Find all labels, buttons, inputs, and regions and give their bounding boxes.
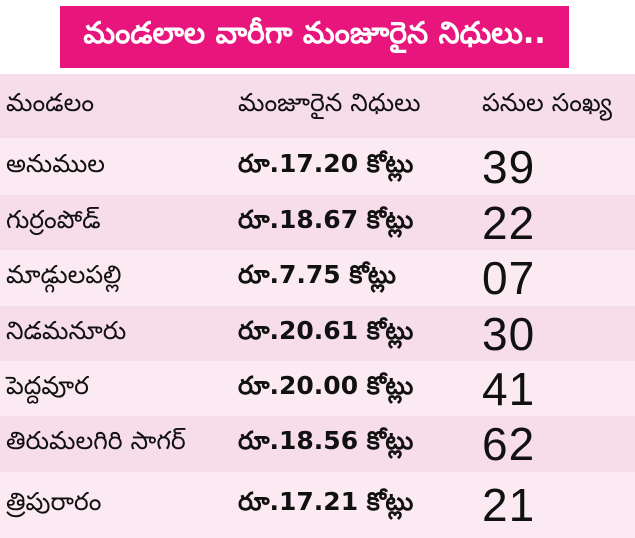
funds-amount: రూ.17.21 కోట్లు bbox=[238, 487, 414, 516]
funds-amount: రూ.17.20 కోట్లు bbox=[238, 148, 414, 178]
mandal-name: తిరుమలగిరి సాగర్ bbox=[6, 426, 186, 455]
header-mandal: మండలం bbox=[6, 88, 95, 117]
mandal-name: మాడ్గులపల్లి bbox=[6, 260, 122, 289]
works-count: 30 bbox=[482, 307, 536, 360]
mandal-name: గుర్రంపోడ్ bbox=[6, 204, 101, 234]
table-row: మాడ్గులపల్లి రూ.7.75 కోట్లు 07 bbox=[0, 250, 635, 306]
table-row: నిడమనూరు రూ.20.61 కోట్లు 30 bbox=[0, 306, 635, 361]
mandal-name: నిడమనూరు bbox=[6, 315, 127, 345]
header-works: పనుల సంఖ్య bbox=[482, 88, 612, 117]
table-header-row: మండలం మంజూరైన నిధులు పనుల సంఖ్య bbox=[0, 74, 635, 138]
works-count: 41 bbox=[482, 362, 536, 415]
funds-amount: రూ.18.56 కోట్లు bbox=[238, 426, 414, 455]
works-count: 22 bbox=[482, 196, 536, 249]
header-funds: మంజూరైన నిధులు bbox=[238, 88, 421, 117]
works-count: 21 bbox=[482, 479, 536, 531]
mandal-name: అనుముల bbox=[6, 148, 106, 178]
mandal-name: త్రిపురారం bbox=[6, 487, 102, 516]
title-banner: మండలాల వారీగా మంజూరైన నిధులు.. bbox=[60, 6, 569, 68]
funds-amount: రూ.7.75 కోట్లు bbox=[238, 260, 396, 289]
works-count: 39 bbox=[482, 140, 536, 193]
table-row: అనుముల రూ.17.20 కోట్లు 39 bbox=[0, 138, 635, 195]
funds-amount: రూ.20.00 కోట్లు bbox=[238, 370, 414, 400]
mandal-name: పెద్దవూర bbox=[6, 370, 89, 400]
works-count: 62 bbox=[482, 418, 536, 470]
table-row: గుర్రంపోడ్ రూ.18.67 కోట్లు 22 bbox=[0, 195, 635, 250]
funds-amount: రూ.18.67 కోట్లు bbox=[238, 204, 414, 234]
table-row: తిరుమలగిరి సాగర్ రూ.18.56 కోట్లు 62 bbox=[0, 416, 635, 472]
table-row: త్రిపురారం రూ.17.21 కోట్లు 21 bbox=[0, 472, 635, 538]
works-count: 07 bbox=[482, 252, 536, 304]
funds-table: మండలం మంజూరైన నిధులు పనుల సంఖ్య అనుముల ర… bbox=[0, 74, 635, 538]
funds-amount: రూ.20.61 కోట్లు bbox=[238, 315, 414, 345]
table-row: పెద్దవూర రూ.20.00 కోట్లు 41 bbox=[0, 361, 635, 416]
